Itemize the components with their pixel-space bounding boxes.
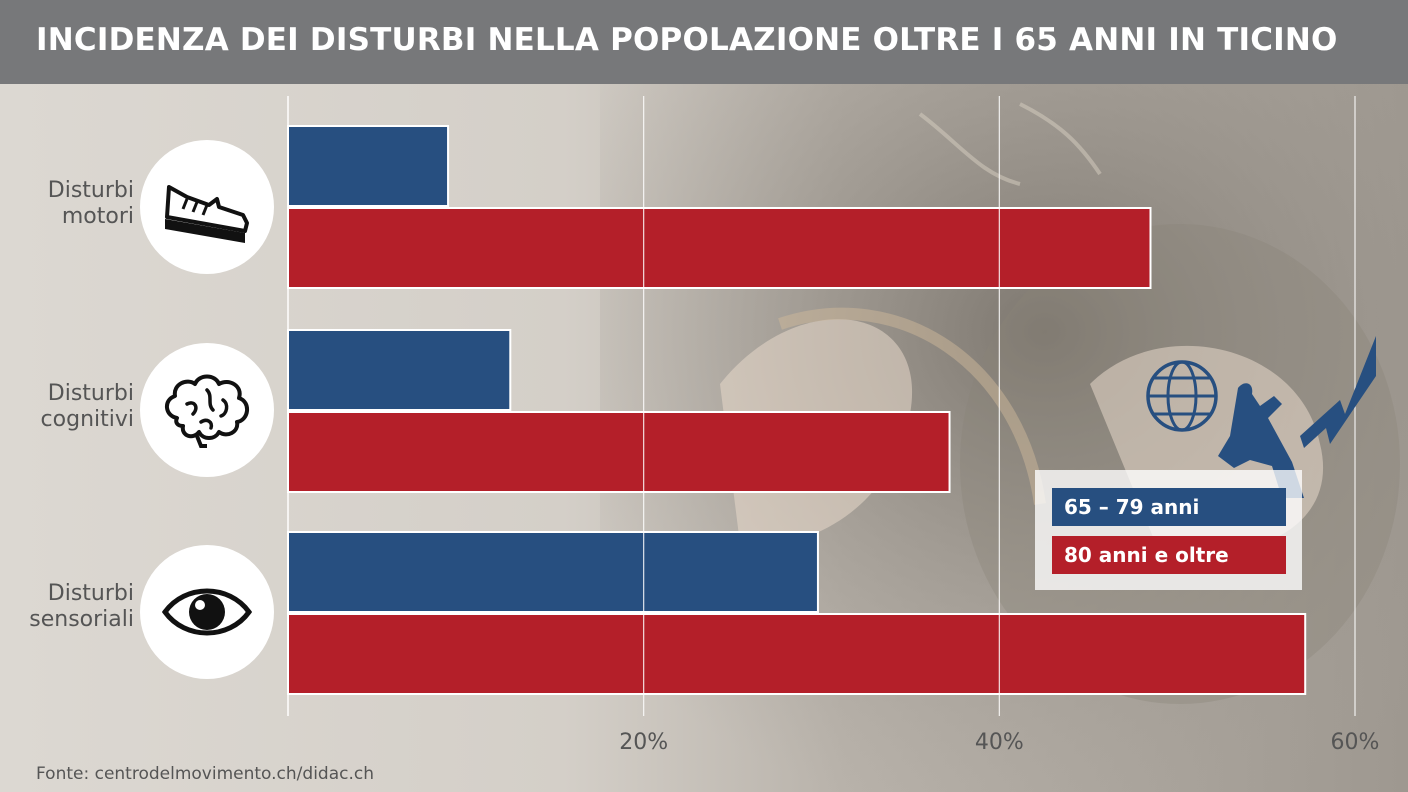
x-tick-label-40: 40% xyxy=(975,730,1024,755)
bar-series1-2 xyxy=(287,531,819,613)
x-tick-label-20: 20% xyxy=(619,730,668,755)
bar-series1-0 xyxy=(287,125,450,207)
category-label-motori: Disturbi motori xyxy=(47,178,134,229)
bar-series2-1 xyxy=(287,411,951,493)
eye-icon xyxy=(161,588,253,636)
logo-icon xyxy=(1146,336,1376,498)
source-note: Fonte: centrodelmovimento.ch/didac.ch xyxy=(36,764,374,784)
bar-series1-1 xyxy=(287,329,512,411)
brain-icon xyxy=(165,374,249,448)
chart-legend: 65 – 79 anni 80 anni e oltre xyxy=(1035,470,1302,590)
legend-item-65-79: 65 – 79 anni xyxy=(1052,488,1286,526)
category-label-sensoriali: Disturbi sensoriali xyxy=(29,581,134,632)
icon-circle-sensoriali xyxy=(140,545,274,679)
title-bar: INCIDENZA DEI DISTURBI NELLA POPOLAZIONE… xyxy=(0,0,1408,84)
bar-series2-2 xyxy=(287,613,1307,695)
chart-title: INCIDENZA DEI DISTURBI NELLA POPOLAZIONE… xyxy=(36,22,1338,58)
legend-item-80-oltre: 80 anni e oltre xyxy=(1052,536,1286,574)
icon-circle-cognitivi xyxy=(140,343,274,477)
bar-series2-0 xyxy=(287,207,1152,289)
icon-circle-motori xyxy=(140,140,274,274)
shoe-icon xyxy=(165,185,249,243)
x-tick-label-60: 60% xyxy=(1331,730,1380,755)
category-label-cognitivi: Disturbi cognitivi xyxy=(40,381,134,432)
